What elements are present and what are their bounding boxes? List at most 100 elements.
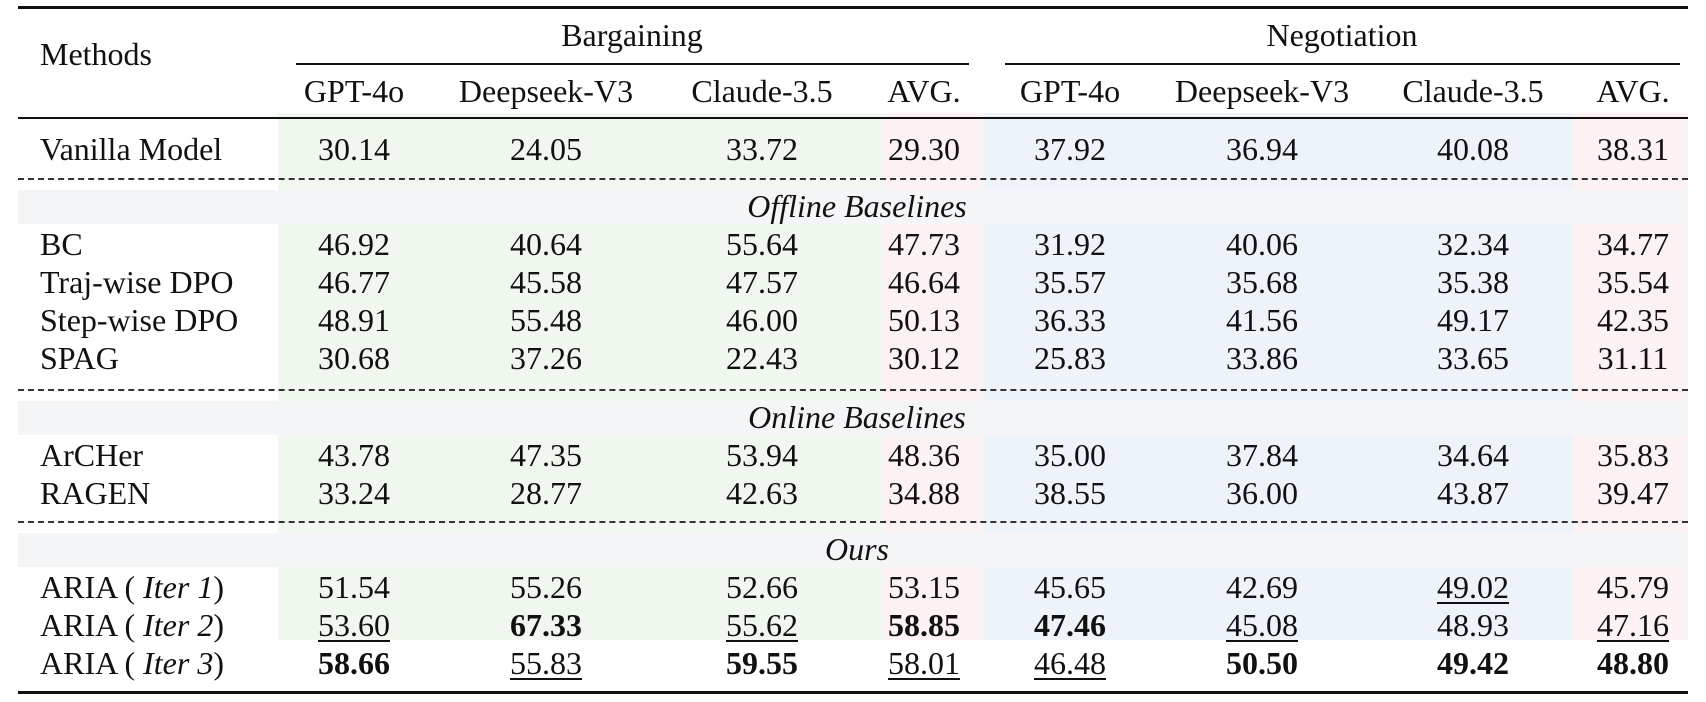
column-header-bargaining-0: GPT-4o xyxy=(303,73,405,109)
table-cell: 53.60 xyxy=(318,607,390,643)
table-cell: 48.36 xyxy=(888,437,960,473)
table-cell: 30.12 xyxy=(888,340,960,376)
table-cell: 40.64 xyxy=(510,226,582,262)
table-cell: 33.86 xyxy=(1226,340,1298,376)
table-cell: 32.34 xyxy=(1437,226,1509,262)
table-cell: 43.78 xyxy=(318,437,390,473)
row-method-name: ARIA ( Iter 2) xyxy=(40,607,224,643)
row-method-name: RAGEN xyxy=(40,475,151,511)
table-cell: 45.58 xyxy=(510,264,582,300)
table-cell: 47.57 xyxy=(726,264,798,300)
row-method-name: ARIA ( Iter 3) xyxy=(40,645,224,681)
table-cell: 48.93 xyxy=(1437,607,1509,643)
table-cell: 49.42 xyxy=(1437,645,1509,681)
table-cell: 35.00 xyxy=(1034,437,1106,473)
column-header-bargaining-1: Deepseek-V3 xyxy=(458,73,634,109)
row-method-name: ArCHer xyxy=(40,437,144,473)
section-band-offline xyxy=(18,190,1688,224)
table-cell: 37.26 xyxy=(510,340,582,376)
table-cell: 47.16 xyxy=(1597,607,1669,643)
dashed-rule-1 xyxy=(18,178,1688,180)
column-header-bargaining-2: Claude-3.5 xyxy=(691,73,833,109)
table-cell: 45.65 xyxy=(1034,569,1106,605)
table-cell: 51.54 xyxy=(318,569,390,605)
method-prefix: ARIA ( xyxy=(40,569,144,605)
table-cell: 53.94 xyxy=(726,437,798,473)
dashed-rule-2 xyxy=(18,389,1688,391)
table-cell: 55.48 xyxy=(510,302,582,338)
table-cell: 36.94 xyxy=(1226,131,1298,167)
table-cell: 48.91 xyxy=(318,302,390,338)
header-rule xyxy=(18,117,1688,119)
method-suffix: ) xyxy=(213,607,224,643)
section-band-online xyxy=(18,401,1688,435)
table-cell: 35.54 xyxy=(1597,264,1669,300)
table-cell: 55.64 xyxy=(726,226,798,262)
row-method-name: BC xyxy=(40,226,83,262)
column-header-bargaining-3: AVG. xyxy=(887,73,961,109)
section-label-2: Ours xyxy=(824,531,890,567)
table-cell: 46.77 xyxy=(318,264,390,300)
method-iteration: Iter 2 xyxy=(143,607,214,643)
table-cell: 55.83 xyxy=(510,645,582,681)
row-method-name: Traj-wise DPO xyxy=(40,264,234,300)
table-cell: 35.83 xyxy=(1597,437,1669,473)
group-header-negotiation: Negotiation xyxy=(1266,17,1418,53)
table-cell: 35.38 xyxy=(1437,264,1509,300)
table-cell: 36.00 xyxy=(1226,475,1298,511)
table-cell: 33.65 xyxy=(1437,340,1509,376)
group-header-bargaining: Bargaining xyxy=(561,17,703,53)
table-cell: 59.55 xyxy=(726,645,798,681)
table-cell: 29.30 xyxy=(888,131,960,167)
table-cell: 42.69 xyxy=(1226,569,1298,605)
row-method-name: Step-wise DPO xyxy=(40,302,239,338)
column-header-negotiation-2: Claude-3.5 xyxy=(1402,73,1544,109)
method-suffix: ) xyxy=(213,569,224,605)
table-cell: 28.77 xyxy=(510,475,582,511)
row-method-name: SPAG xyxy=(40,340,119,376)
table-cell: 34.88 xyxy=(888,475,960,511)
table-cell: 25.83 xyxy=(1034,340,1106,376)
table-cell: 58.85 xyxy=(888,607,960,643)
table-cell: 49.02 xyxy=(1437,569,1509,605)
table-cell: 37.92 xyxy=(1034,131,1106,167)
method-iteration: Iter 3 xyxy=(143,645,214,681)
table-cell: 36.33 xyxy=(1034,302,1106,338)
methods-header: Methods xyxy=(40,36,152,72)
table-cell: 24.05 xyxy=(510,131,582,167)
table-cell: 34.77 xyxy=(1597,226,1669,262)
table-cell: 40.06 xyxy=(1226,226,1298,262)
table-cell: 33.24 xyxy=(318,475,390,511)
table-cell: 49.17 xyxy=(1437,302,1509,338)
table-cell: 52.66 xyxy=(726,569,798,605)
table-cell: 47.35 xyxy=(510,437,582,473)
table-cell: 22.43 xyxy=(726,340,798,376)
table-cell: 42.63 xyxy=(726,475,798,511)
table-cell: 41.56 xyxy=(1226,302,1298,338)
table-cell: 55.26 xyxy=(510,569,582,605)
method-suffix: ) xyxy=(213,645,224,681)
table-cell: 30.14 xyxy=(318,131,390,167)
bottom-rule xyxy=(18,691,1688,694)
table-cell: 40.08 xyxy=(1437,131,1509,167)
section-band-ours xyxy=(18,533,1688,567)
table-cell: 42.35 xyxy=(1597,302,1669,338)
top-rule xyxy=(18,6,1688,9)
section-label-1: Online Baselines xyxy=(748,399,966,435)
table-cell: 50.13 xyxy=(888,302,960,338)
method-prefix: ARIA ( xyxy=(40,645,144,681)
table-cell: 46.92 xyxy=(318,226,390,262)
row-method-name: Vanilla Model xyxy=(40,131,223,167)
table-cell: 31.92 xyxy=(1034,226,1106,262)
column-header-negotiation-3: AVG. xyxy=(1596,73,1670,109)
table-cell: 31.11 xyxy=(1597,340,1669,376)
negotiation-cmidrule xyxy=(1005,63,1680,65)
table-cell: 37.84 xyxy=(1226,437,1298,473)
table-cell: 58.66 xyxy=(318,645,390,681)
table-cell: 58.01 xyxy=(888,645,960,681)
table-cell: 34.64 xyxy=(1437,437,1509,473)
table-cell: 38.55 xyxy=(1034,475,1106,511)
table-cell: 39.47 xyxy=(1597,475,1669,511)
table-cell: 43.87 xyxy=(1437,475,1509,511)
method-iteration: Iter 1 xyxy=(143,569,214,605)
